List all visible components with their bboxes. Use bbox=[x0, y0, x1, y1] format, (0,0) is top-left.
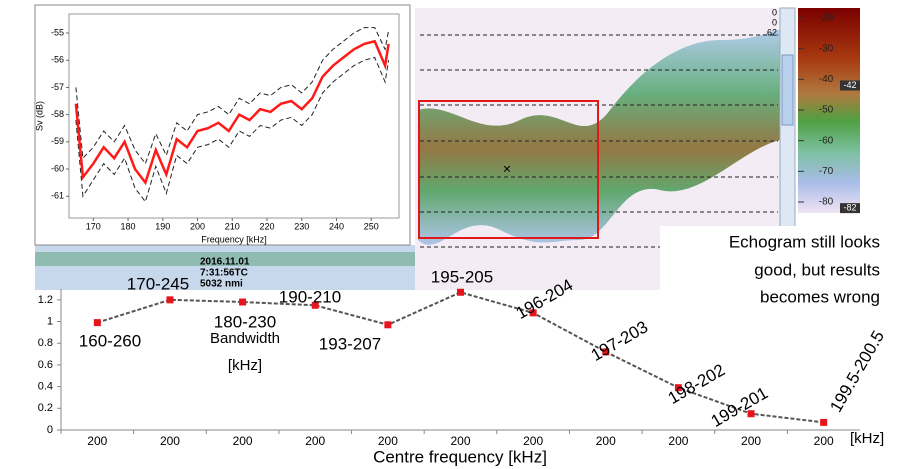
x-tick-label: 200 bbox=[596, 434, 616, 448]
sv-plot-area bbox=[68, 13, 400, 219]
colorbar-marker-label: -42 bbox=[843, 80, 856, 90]
echogram: × bbox=[35, 7, 860, 291]
annotation: Bandwidth bbox=[210, 330, 280, 347]
y-tick-label: -61 bbox=[51, 191, 64, 201]
x-tick-label: 210 bbox=[225, 221, 240, 231]
colorbar-label: -40 bbox=[819, 74, 834, 85]
y-tick-label: -57 bbox=[51, 82, 64, 92]
x-tick-label: 170 bbox=[86, 221, 101, 231]
y-tick-label: 0.2 bbox=[38, 402, 53, 414]
annotation: [kHz] bbox=[228, 357, 262, 374]
point-marker bbox=[93, 319, 101, 327]
point-marker bbox=[166, 296, 174, 304]
x-axis-label: Frequency [kHz] bbox=[201, 234, 267, 244]
depth-label: 0 bbox=[772, 7, 777, 17]
y-tick-label: 1.2 bbox=[38, 294, 53, 306]
x-tick-label: 200 bbox=[190, 221, 205, 231]
x-tick-label: 200 bbox=[233, 434, 253, 448]
y-axis-label: Sv (dB) bbox=[34, 101, 44, 131]
point-label: 190-210 bbox=[279, 287, 341, 306]
point-marker bbox=[457, 288, 464, 296]
series-line bbox=[75, 56, 390, 203]
point-label: 180-230 bbox=[214, 312, 276, 331]
colorbar-label: -30 bbox=[819, 43, 834, 54]
x-tick-label: 220 bbox=[259, 221, 274, 231]
x-tick-label: 200 bbox=[305, 434, 325, 448]
x-tick-label: 200 bbox=[741, 434, 761, 448]
x-tick-label: 200 bbox=[87, 434, 107, 448]
y-tick-label: 0.6 bbox=[38, 359, 53, 371]
x-axis-label: Centre frequency [kHz] bbox=[373, 447, 547, 466]
note-box bbox=[660, 226, 900, 306]
echo-date: 2016.11.01 bbox=[200, 257, 250, 268]
y-tick-label: -59 bbox=[51, 136, 64, 146]
point-marker bbox=[602, 348, 610, 356]
bottom-panel bbox=[0, 290, 900, 469]
point-label: 193-207 bbox=[319, 334, 381, 353]
point-marker bbox=[311, 301, 319, 309]
point-marker bbox=[674, 384, 682, 392]
colorbar-marker bbox=[840, 80, 860, 91]
y-tick-label: 0.8 bbox=[38, 337, 53, 349]
x-tick-label: 190 bbox=[155, 221, 170, 231]
colorbar-label: -50 bbox=[819, 105, 834, 116]
series-line bbox=[74, 39, 390, 186]
x-tick-label: 200 bbox=[668, 434, 688, 448]
colorbar-marker-label: -82 bbox=[843, 203, 856, 213]
colorbar bbox=[798, 8, 860, 213]
colorbar-label: -80 bbox=[819, 197, 834, 208]
colorbar-label: -20 bbox=[819, 13, 834, 24]
note-line: becomes wrong bbox=[760, 287, 880, 306]
point-label: 195-205 bbox=[431, 267, 493, 286]
depth-label: 0 bbox=[772, 17, 777, 27]
x-tick-label: 200 bbox=[523, 434, 543, 448]
note-line: good, but results bbox=[754, 260, 880, 279]
x-tick-label: 200 bbox=[814, 434, 834, 448]
echo-time: 7:31:56TC bbox=[200, 268, 248, 279]
colorbar-label: -70 bbox=[819, 166, 834, 177]
point-marker bbox=[529, 309, 537, 317]
y-tick-label: 0 bbox=[47, 424, 53, 436]
x-unit: [kHz] bbox=[850, 430, 884, 447]
cursor: × bbox=[503, 161, 511, 177]
echo-strip-band bbox=[35, 252, 415, 266]
x-tick-label: 200 bbox=[160, 434, 180, 448]
y-tick-label: -58 bbox=[51, 109, 64, 119]
scroll-thumb bbox=[781, 54, 794, 126]
x-tick-label: 240 bbox=[329, 221, 344, 231]
x-tick-label: 200 bbox=[378, 434, 398, 448]
series-line bbox=[75, 27, 390, 165]
y-tick-label: -60 bbox=[51, 163, 64, 173]
point-label: 170-245 bbox=[127, 274, 189, 293]
point-marker bbox=[384, 321, 392, 329]
point-label: 160-260 bbox=[79, 331, 141, 350]
colorbar-marker bbox=[840, 203, 860, 214]
x-tick-label: 230 bbox=[294, 221, 309, 231]
y-tick-label: -55 bbox=[51, 27, 64, 37]
x-tick-label: 250 bbox=[364, 221, 379, 231]
x-tick-label: 200 bbox=[450, 434, 470, 448]
selection-box bbox=[418, 100, 599, 239]
note-line: Echogram still looks bbox=[729, 232, 880, 251]
y-tick-label: 1 bbox=[47, 315, 53, 327]
point-marker bbox=[820, 418, 828, 426]
echo-position: 5032 nmi bbox=[200, 279, 243, 290]
x-tick-label: 180 bbox=[121, 221, 136, 231]
point-marker bbox=[239, 298, 247, 306]
colorbar-label: -60 bbox=[819, 135, 834, 146]
y-tick-label: 0.4 bbox=[38, 381, 53, 393]
depth-label: 62 bbox=[767, 27, 777, 37]
point-marker bbox=[747, 410, 755, 418]
y-tick-label: -56 bbox=[51, 55, 64, 65]
